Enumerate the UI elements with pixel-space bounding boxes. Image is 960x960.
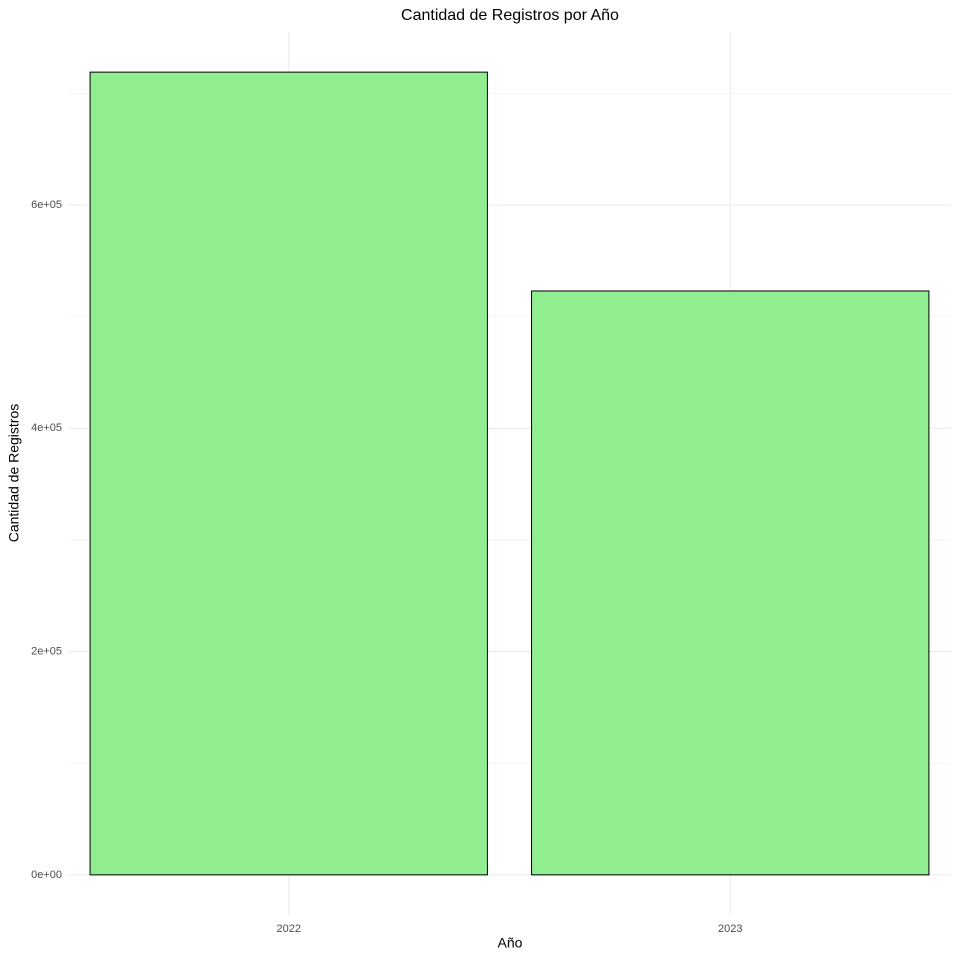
x-axis-title: Año: [498, 935, 523, 951]
bar: [531, 290, 930, 876]
bar: [89, 71, 488, 876]
chart-title: Cantidad de Registros por Año: [401, 7, 619, 24]
y-tick-label: 0e+00: [31, 869, 62, 881]
y-axis-title: Cantidad de Registros: [6, 404, 22, 543]
x-tick-label: 2022: [277, 923, 301, 935]
y-tick-label: 4e+05: [31, 422, 62, 434]
x-tick-label: 2023: [718, 923, 742, 935]
y-tick-label: 2e+05: [31, 645, 62, 657]
y-tick-label: 6e+05: [31, 199, 62, 211]
